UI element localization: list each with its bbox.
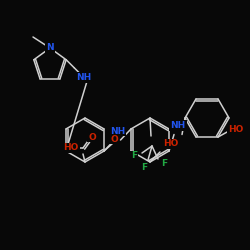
Text: NH: NH	[170, 121, 186, 130]
Text: NH: NH	[76, 73, 92, 82]
Text: F: F	[161, 160, 167, 168]
Text: F: F	[131, 152, 137, 160]
Text: NH: NH	[110, 126, 125, 136]
Text: HO: HO	[163, 140, 179, 148]
Text: F: F	[141, 164, 147, 172]
Text: O: O	[110, 134, 118, 143]
Text: HO: HO	[63, 144, 79, 152]
Text: HO: HO	[228, 124, 244, 134]
Text: O: O	[88, 132, 96, 141]
Text: N: N	[46, 44, 54, 52]
